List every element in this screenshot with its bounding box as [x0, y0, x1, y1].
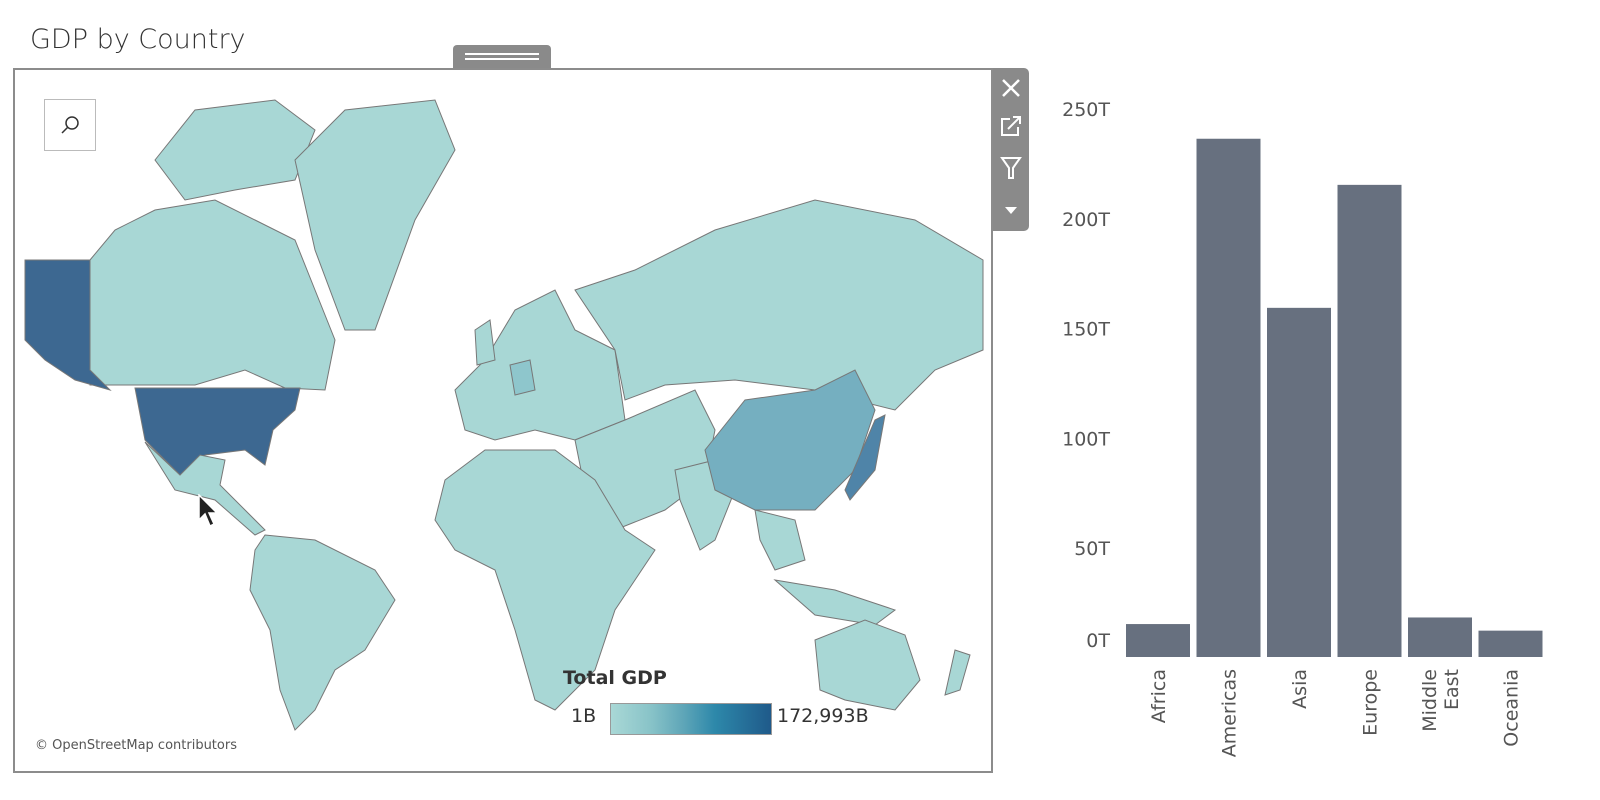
- x-tick-label: Oceania: [1501, 669, 1523, 747]
- bar-africa[interactable]: [1126, 624, 1190, 657]
- y-tick-label: 0T: [1086, 630, 1110, 652]
- country-australia: [814, 619, 921, 711]
- country-usa: [134, 387, 301, 476]
- country-alaska: [24, 259, 112, 392]
- popout-button[interactable]: [993, 106, 1029, 146]
- x-tick-label: Asia: [1289, 669, 1311, 709]
- legend-title: Total GDP: [563, 667, 667, 689]
- mouse-cursor-icon: [198, 494, 219, 528]
- indonesia: [773, 579, 897, 626]
- gdp-map[interactable]: Total GDP 1B 172,993B © OpenStreetMap co…: [13, 68, 993, 773]
- bar-europe[interactable]: [1337, 184, 1402, 658]
- y-tick-label: 100T: [1062, 428, 1110, 450]
- close-icon: [1002, 79, 1020, 97]
- map-search-button[interactable]: [44, 99, 96, 151]
- bar-americas[interactable]: [1196, 138, 1261, 657]
- close-button[interactable]: [993, 68, 1029, 108]
- dashboard-title: GDP by Country: [30, 24, 246, 55]
- country-germany: [509, 359, 536, 396]
- drag-handle[interactable]: [453, 45, 551, 69]
- country-new-zealand: [944, 649, 971, 696]
- filter-icon: [1000, 157, 1022, 179]
- country-china: [704, 369, 876, 511]
- europe: [454, 289, 626, 441]
- x-tick-label: East: [1441, 669, 1463, 710]
- south-america: [249, 534, 396, 731]
- country-canada: [89, 199, 336, 391]
- bar-oceania[interactable]: [1478, 630, 1543, 657]
- arctic-islands: [154, 99, 316, 201]
- legend-max-label: 172,993B: [777, 705, 869, 727]
- country-uk: [474, 319, 496, 366]
- y-tick-label: 250T: [1062, 99, 1110, 121]
- country-japan: [844, 414, 886, 501]
- x-tick-label: Middle: [1419, 669, 1441, 732]
- legend-min-label: 1B: [571, 705, 597, 727]
- worksheet-toolbar: [993, 68, 1029, 231]
- y-tick-label: 50T: [1074, 538, 1110, 560]
- x-tick-label: Americas: [1219, 669, 1241, 757]
- map-canvas[interactable]: [15, 70, 991, 771]
- map-attribution: © OpenStreetMap contributors: [35, 738, 237, 753]
- more-options-icon: [1005, 207, 1017, 214]
- legend-color-ramp: [610, 703, 772, 735]
- bar-middle-east[interactable]: [1408, 617, 1472, 657]
- filter-button[interactable]: [993, 148, 1029, 188]
- y-tick-label: 150T: [1062, 319, 1110, 341]
- country-russia: [574, 199, 984, 411]
- y-tick-label: 200T: [1062, 209, 1110, 231]
- x-tick-label: Africa: [1148, 669, 1170, 723]
- southeast-asia: [754, 509, 806, 571]
- country-greenland: [294, 99, 456, 331]
- popout-icon: [1001, 116, 1021, 136]
- africa: [434, 449, 656, 711]
- search-icon: [61, 116, 79, 134]
- x-tick-label: Europe: [1360, 669, 1382, 736]
- bar-asia[interactable]: [1267, 307, 1331, 657]
- more-options-button[interactable]: [993, 190, 1029, 230]
- gdp-by-region-bar-chart: GDP0T50T100T150T200T250TAfricaAmericasAs…: [1062, 99, 1543, 757]
